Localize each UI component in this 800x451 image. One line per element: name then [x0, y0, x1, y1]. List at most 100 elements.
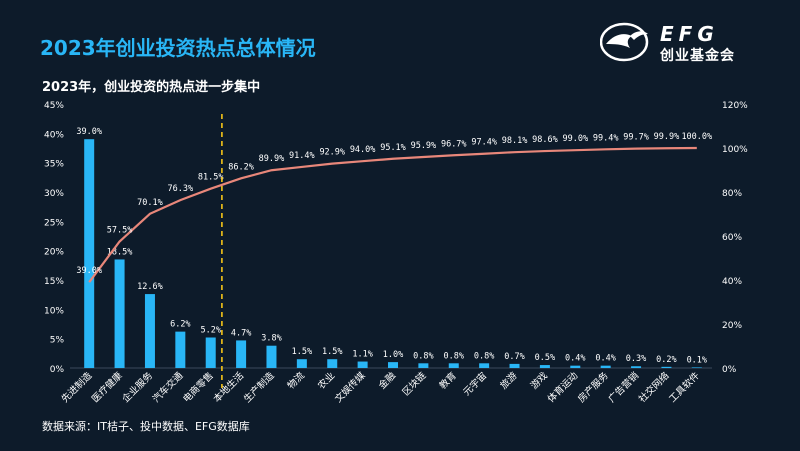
bar	[327, 359, 338, 368]
page-title: 2023年创业投资热点总体情况	[40, 36, 316, 60]
bar	[539, 365, 550, 368]
bar-value-label: 0.4%	[565, 354, 585, 364]
bar	[691, 367, 702, 368]
cumulative-value-label: 57.5%	[107, 226, 133, 236]
category-label: 农业	[315, 370, 337, 392]
cumulative-value-label: 98.6%	[532, 135, 558, 145]
category-label: 本地生活	[211, 369, 247, 405]
bar	[479, 363, 490, 368]
bar-value-label: 0.8%	[474, 351, 494, 361]
category-label: 广告营销	[606, 369, 642, 405]
bar-value-label: 5.2%	[200, 325, 220, 335]
bar	[114, 259, 125, 368]
logo-tagline: 创业基金会	[660, 48, 735, 64]
bar	[448, 363, 459, 368]
left-axis-tick-label: 0%	[50, 365, 65, 375]
cumulative-value-label: 92.9%	[319, 148, 345, 158]
bird-logo-icon	[600, 22, 649, 62]
category-label: 生产制造	[241, 369, 277, 405]
category-label: 游戏	[528, 369, 550, 391]
left-axis-tick-label: 5%	[50, 336, 65, 346]
bar-value-label: 0.5%	[535, 353, 555, 363]
bar	[418, 363, 429, 368]
cumulative-value-label: 39.0%	[76, 266, 102, 276]
cumulative-value-label: 99.4%	[593, 133, 619, 143]
category-label: 物流	[285, 369, 307, 391]
left-axis-tick-label: 30%	[44, 189, 64, 199]
bar	[509, 363, 520, 368]
left-axis-tick-label: 15%	[44, 277, 64, 287]
bar-value-label: 0.7%	[504, 352, 524, 362]
right-axis-tick-label: 120%	[722, 101, 748, 111]
cumulative-value-label: 96.7%	[441, 139, 467, 149]
category-label: 先进制造	[59, 369, 95, 405]
category-label: 文娱传媒	[332, 369, 368, 405]
bar	[600, 365, 611, 368]
left-axis-tick-label: 45%	[44, 101, 64, 111]
cumulative-value-label: 94.0%	[350, 145, 376, 155]
bar	[388, 362, 398, 368]
bar	[266, 345, 277, 368]
category-label: 体育运动	[545, 370, 580, 405]
cumulative-value-label: 97.4%	[471, 138, 497, 148]
bar	[205, 337, 216, 368]
category-label: 房产服务	[575, 369, 611, 405]
logo-name: EFG	[660, 22, 719, 46]
bar-value-label: 18.5%	[107, 247, 133, 257]
right-axis-tick-label: 100%	[722, 145, 748, 155]
right-axis-tick-label: 60%	[722, 233, 742, 243]
left-axis-tick-label: 25%	[44, 218, 64, 228]
cumulative-value-label: 99.0%	[562, 134, 588, 144]
cumulative-value-label: 86.2%	[228, 162, 254, 172]
bar	[661, 366, 672, 368]
data-source: 数据来源：IT桔子、投中数据、EFG数据库	[42, 420, 250, 433]
cumulative-value-label: 98.1%	[502, 136, 528, 146]
bar-value-label: 0.1%	[687, 355, 707, 365]
category-label: 社交网络	[636, 369, 672, 405]
bar	[144, 294, 155, 368]
left-axis-tick-label: 40%	[44, 130, 64, 140]
category-label: 教育	[437, 370, 459, 392]
bar-value-label: 1.1%	[352, 350, 372, 360]
bar-value-label: 6.2%	[170, 320, 190, 330]
bar-value-label: 0.8%	[413, 351, 433, 361]
right-axis-tick-label: 80%	[722, 189, 742, 199]
cumulative-value-label: 70.1%	[137, 198, 163, 208]
bar	[296, 359, 307, 368]
chart-subtitle: 2023年，创业投资的热点进一步集中	[42, 80, 261, 95]
cumulative-value-label: 95.1%	[380, 143, 406, 153]
category-label: 企业服务	[120, 369, 156, 405]
efg-logo: EFG 创业基金会	[600, 20, 770, 66]
left-axis-tick-label: 10%	[44, 306, 64, 316]
left-axis-tick-label: 20%	[44, 248, 64, 258]
category-label: 旅游	[498, 369, 520, 391]
bar-value-label: 0.2%	[656, 355, 676, 365]
category-label: 工具软件	[667, 369, 703, 405]
category-label: 医疗健康	[89, 369, 125, 405]
cumulative-value-label: 99.7%	[623, 133, 649, 143]
cumulative-value-label: 100.0%	[681, 132, 712, 142]
category-label: 元宇宙	[461, 370, 490, 399]
bar-value-label: 1.5%	[292, 347, 312, 357]
category-label: 汽车交通	[150, 369, 186, 405]
cumulative-line	[88, 146, 697, 283]
bar-value-label: 0.8%	[444, 351, 464, 361]
bar	[84, 139, 95, 368]
bar-value-label: 1.5%	[322, 347, 342, 357]
right-axis-tick-label: 0%	[722, 365, 737, 375]
right-axis-tick-label: 20%	[722, 321, 742, 331]
bar-value-label: 3.8%	[261, 334, 281, 344]
bar	[570, 365, 581, 368]
bar-value-label: 4.7%	[231, 328, 251, 338]
bar-value-label: 0.4%	[595, 354, 615, 364]
bar-value-label: 0.3%	[626, 354, 646, 364]
cumulative-value-label: 91.4%	[289, 151, 315, 161]
cumulative-value-label: 89.9%	[259, 154, 285, 164]
bar	[631, 366, 642, 368]
bar-value-label: 12.6%	[137, 282, 163, 292]
cumulative-value-label: 95.9%	[411, 141, 437, 151]
cumulative-value-label: 81.5%	[198, 173, 224, 183]
category-label: 区块链	[400, 369, 429, 398]
category-label: 金融	[376, 369, 398, 391]
